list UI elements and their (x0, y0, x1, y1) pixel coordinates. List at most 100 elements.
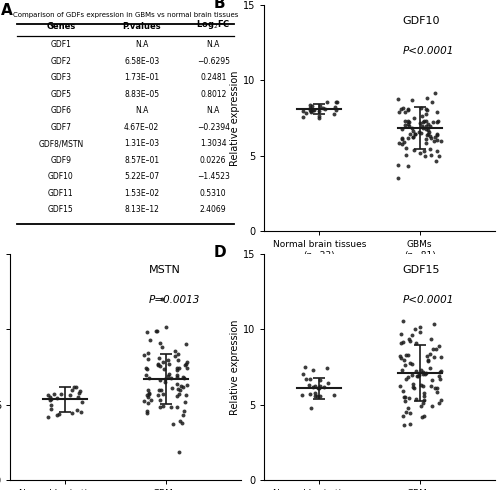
Point (416, 149, 424, 157)
Point (315, 112, 323, 120)
Point (408, 96, 416, 104)
Point (156, 339, 164, 346)
Text: 0.8012: 0.8012 (200, 90, 226, 98)
Point (182, 392, 190, 399)
Text: 1.31E–03: 1.31E–03 (124, 139, 159, 148)
Point (432, 157, 440, 165)
Point (404, 120, 411, 128)
Point (70, 383, 78, 391)
Text: N.A: N.A (135, 106, 148, 115)
Text: 2.4069: 2.4069 (200, 205, 226, 214)
Point (72, 383, 80, 391)
Point (66, 392, 74, 399)
Point (420, 412, 428, 420)
Point (417, 104, 425, 112)
Point (434, 399, 442, 407)
Point (306, 101, 314, 109)
Text: N.A: N.A (206, 106, 220, 115)
Point (172, 392, 180, 400)
Point (422, 117, 430, 124)
Text: Comparison of GDFs expression in GBMs vs normal brain tissues: Comparison of GDFs expression in GBMs vs… (13, 12, 238, 18)
Point (412, 340, 420, 347)
Point (155, 386, 163, 393)
Point (398, 105, 406, 113)
Point (406, 130, 414, 138)
Text: Log$_2$FC: Log$_2$FC (196, 18, 230, 31)
Point (428, 376, 436, 384)
Point (426, 335, 434, 343)
Point (183, 381, 191, 389)
Point (310, 382, 318, 390)
Point (406, 360, 414, 368)
Point (174, 356, 182, 364)
Point (144, 349, 152, 357)
Point (54, 410, 62, 418)
Point (156, 363, 164, 370)
Point (398, 140, 406, 148)
Point (172, 372, 180, 380)
Point (316, 114, 324, 122)
Point (410, 130, 418, 138)
Point (427, 383, 435, 391)
Point (164, 372, 172, 380)
Text: D: D (213, 245, 226, 260)
Point (75, 389, 83, 397)
Point (433, 388, 441, 396)
Point (420, 396, 428, 404)
Point (176, 386, 184, 394)
Point (422, 125, 430, 133)
Point (398, 124, 406, 132)
Text: N.A: N.A (135, 40, 148, 49)
Point (420, 370, 428, 378)
Text: P<0.0001: P<0.0001 (402, 46, 454, 56)
Point (433, 108, 441, 116)
Point (142, 371, 150, 379)
Point (68, 409, 76, 416)
Text: P<0.0001: P<0.0001 (402, 294, 454, 305)
Point (405, 394, 413, 402)
Point (396, 352, 404, 360)
Point (431, 384, 439, 392)
Point (422, 135, 430, 143)
Point (154, 354, 162, 362)
Point (305, 381, 313, 389)
Point (430, 320, 438, 328)
Point (319, 104, 327, 112)
Point (182, 340, 190, 347)
Point (320, 383, 328, 391)
Point (402, 408, 410, 416)
Point (180, 373, 188, 381)
Point (154, 391, 162, 399)
Point (400, 356, 408, 364)
Point (144, 393, 152, 401)
Point (404, 105, 412, 113)
Point (171, 347, 179, 355)
Point (306, 103, 314, 111)
Point (396, 354, 404, 362)
Point (406, 337, 414, 345)
Y-axis label: Relative expression: Relative expression (230, 319, 240, 415)
Point (154, 360, 162, 368)
Point (144, 365, 152, 373)
Point (408, 124, 416, 132)
Text: 5.22E–07: 5.22E–07 (124, 172, 159, 181)
Point (182, 360, 190, 368)
Point (182, 398, 190, 406)
Point (404, 106, 412, 114)
Point (422, 122, 430, 130)
Point (410, 384, 418, 392)
Point (427, 151, 435, 159)
Point (74, 393, 82, 401)
Text: N.A: N.A (206, 40, 220, 49)
Point (410, 380, 418, 388)
Point (183, 358, 191, 366)
Point (44, 391, 52, 399)
Text: 0.2481: 0.2481 (200, 73, 226, 82)
Point (306, 375, 314, 383)
Point (422, 106, 430, 114)
Point (168, 384, 176, 392)
Point (72, 406, 80, 414)
Point (309, 383, 317, 391)
Point (398, 134, 406, 142)
Point (408, 331, 416, 339)
